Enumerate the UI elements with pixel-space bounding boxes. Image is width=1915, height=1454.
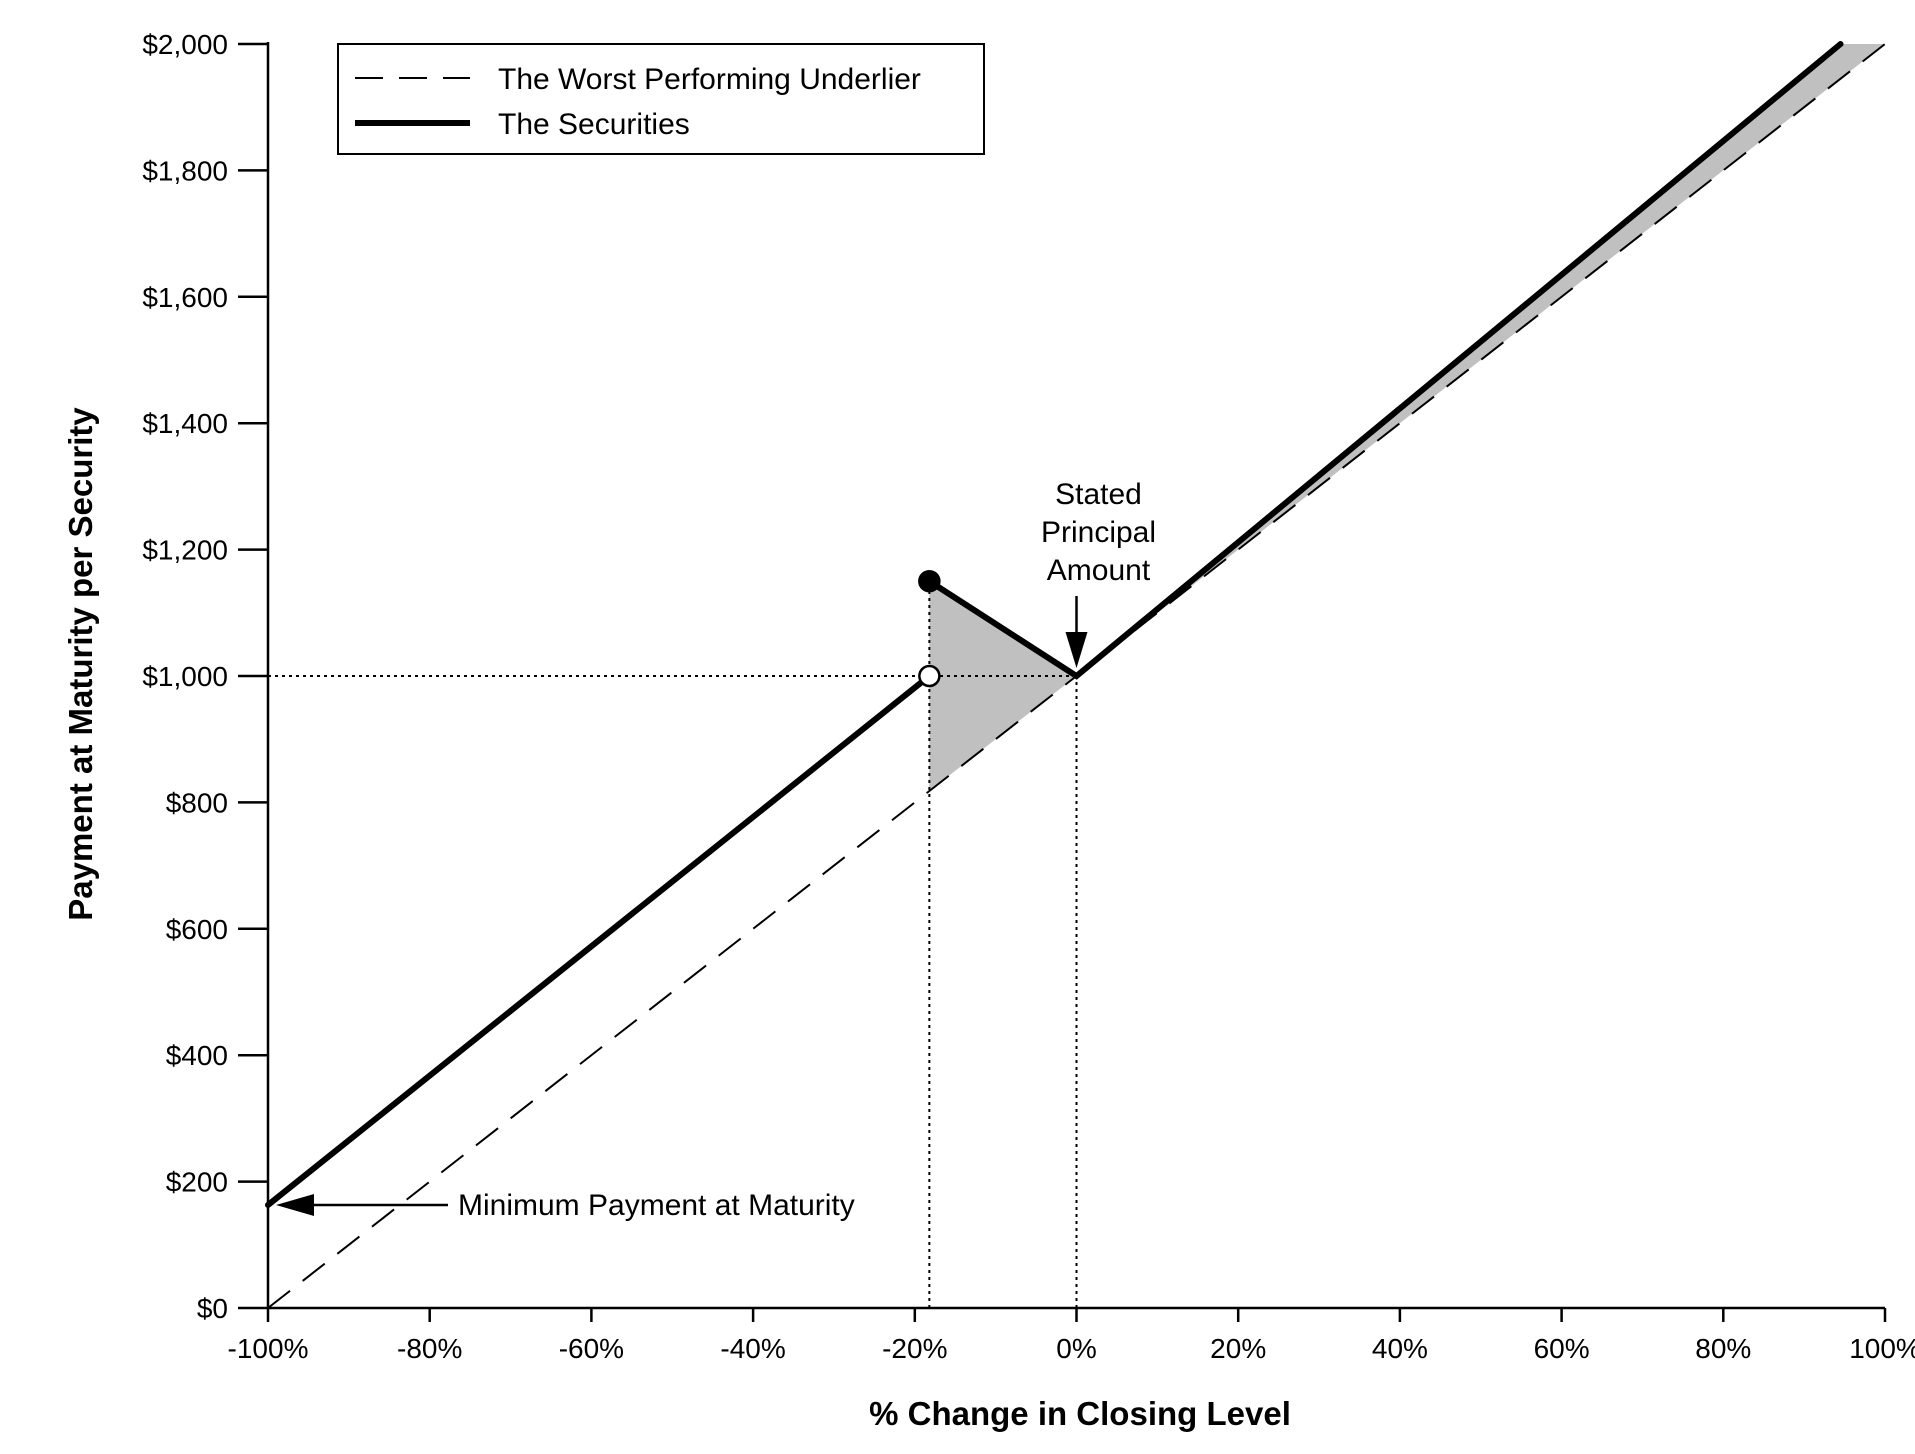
markers bbox=[918, 569, 941, 688]
y-tick-label-0: $0 bbox=[197, 1293, 228, 1324]
principal-label-line-2: Amount bbox=[1047, 554, 1151, 587]
x-tick-label-4: -20% bbox=[882, 1333, 947, 1364]
shaded-region-0 bbox=[929, 581, 1077, 792]
principal-label-line-1: Principal bbox=[1041, 516, 1156, 549]
x-tick-label-7: 40% bbox=[1372, 1333, 1428, 1364]
principal-label-line-0: Stated bbox=[1055, 478, 1142, 511]
x-tick-label-8: 60% bbox=[1534, 1333, 1590, 1364]
y-tick-label-1: $200 bbox=[166, 1167, 228, 1198]
y-tick-label-9: $1,800 bbox=[142, 155, 228, 186]
x-tick-label-2: -60% bbox=[559, 1333, 624, 1364]
principal-arrow-head bbox=[1065, 632, 1088, 668]
x-tick-label-0: -100% bbox=[228, 1333, 309, 1364]
legend-label-underlier: The Worst Performing Underlier bbox=[498, 63, 921, 96]
x-tick-label-10: 100% bbox=[1849, 1333, 1915, 1364]
min-payment-arrow-head bbox=[276, 1193, 314, 1216]
x-tick-label-3: -40% bbox=[720, 1333, 785, 1364]
y-tick-label-4: $800 bbox=[166, 787, 228, 818]
series-securities-segment-1 bbox=[926, 41, 1844, 680]
y-tick-label-3: $600 bbox=[166, 914, 228, 945]
reference-lines bbox=[268, 581, 1078, 1308]
min-payment-label: Minimum Payment at Maturity bbox=[458, 1189, 855, 1222]
legend: The Worst Performing Underlier The Securi… bbox=[337, 43, 985, 155]
y-tick-label-7: $1,400 bbox=[142, 408, 228, 439]
y-tick-label-5: $1,000 bbox=[142, 661, 228, 692]
legend-label-securities: The Securities bbox=[498, 108, 690, 141]
y-axis-title: Payment at Maturity per Security bbox=[62, 407, 99, 921]
annotations: Minimum Payment at Maturity Stated Princip… bbox=[276, 478, 1156, 1222]
y-tick-label-8: $1,600 bbox=[142, 282, 228, 313]
x-tick-label-6: 20% bbox=[1210, 1333, 1266, 1364]
x-tick-label-9: 80% bbox=[1695, 1333, 1751, 1364]
x-axis-title: % Change in Closing Level bbox=[869, 1395, 1291, 1432]
y-tick-label-10: $2,000 bbox=[142, 29, 228, 60]
x-tick-label-5: 0% bbox=[1056, 1333, 1096, 1364]
x-tick-label-1: -80% bbox=[397, 1333, 462, 1364]
axes: $0 $200 $400 $600 $800 $1,000 $1,200 $1,400 $1,6… bbox=[142, 29, 1915, 1364]
series-lines bbox=[265, 41, 1886, 1309]
marker-filled bbox=[918, 569, 941, 593]
y-tick-label-2: $400 bbox=[166, 1040, 228, 1071]
legend-box bbox=[337, 43, 985, 155]
y-tick-label-6: $1,200 bbox=[142, 535, 228, 566]
marker-open bbox=[918, 664, 941, 688]
series-securities-segment-0 bbox=[265, 673, 933, 1208]
